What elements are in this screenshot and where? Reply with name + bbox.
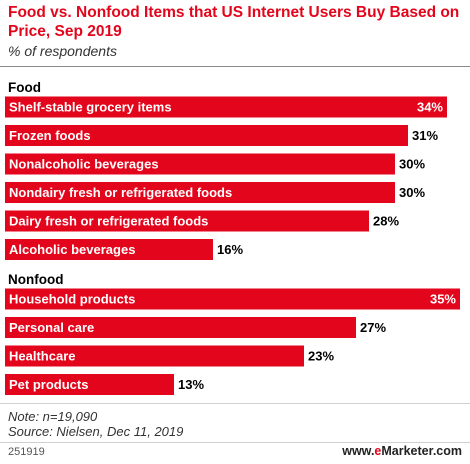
value-label-frozen-foods: 31% <box>412 128 438 143</box>
brand-accent: e <box>374 444 382 458</box>
value-label-household-products: 35% <box>430 292 456 307</box>
category-label-household-products: Household products <box>9 292 135 307</box>
group-label-food: Food <box>8 80 41 95</box>
bar-healthcare <box>5 345 304 367</box>
header-divider <box>0 66 470 67</box>
bar-nonalcoholic-beverages <box>5 153 395 175</box>
bar-pet-products <box>5 374 174 395</box>
value-label-pet-products: 13% <box>178 377 204 392</box>
bar-shelf-stable-grocery-items <box>5 96 447 118</box>
category-label-dairy-fresh-or-refrigerated-foods: Dairy fresh or refrigerated foods <box>9 214 208 229</box>
bar-chart: Shelf-stable grocery items 34% Frozen food… <box>5 96 460 395</box>
category-label-nonalcoholic-beverages: Nonalcoholic beverages <box>9 157 159 172</box>
chart-note: Note: n=19,090 <box>8 409 98 424</box>
value-label-personal-care: 27% <box>360 320 386 335</box>
chart-title: Food vs. Nonfood Items that US Internet … <box>8 4 460 40</box>
brand-name: Marketer <box>381 444 433 458</box>
footer-divider-bottom <box>0 442 470 443</box>
chart-subtitle: % of respondents <box>8 43 117 59</box>
category-label-shelf-stable-grocery-items: Shelf-stable grocery items <box>9 100 172 115</box>
footer-divider-top <box>0 403 470 404</box>
brand-prefix: www. <box>342 444 375 458</box>
chart-source: Source: Nielsen, Dec 11, 2019 <box>8 424 184 439</box>
category-label-frozen-foods: Frozen foods <box>9 128 91 143</box>
category-label-nondairy-fresh-or-refrigerated-foods: Nondairy fresh or refrigerated foods <box>9 185 232 200</box>
category-label-healthcare: Healthcare <box>9 349 75 364</box>
value-label-dairy-fresh-or-refrigerated-foods: 28% <box>373 214 399 229</box>
bar-frozen-foods <box>5 125 408 146</box>
bar-dairy-fresh-or-refrigerated-foods <box>5 210 369 232</box>
bar-alcoholic-beverages <box>5 239 213 260</box>
category-label-pet-products: Pet products <box>9 377 88 392</box>
bar-household-products <box>5 288 460 310</box>
value-label-nondairy-fresh-or-refrigerated-foods: 30% <box>399 185 425 200</box>
category-label-alcoholic-beverages: Alcoholic beverages <box>9 242 135 257</box>
value-label-shelf-stable-grocery-items: 34% <box>417 100 443 115</box>
bar-nondairy-fresh-or-refrigerated-foods <box>5 182 395 203</box>
brand-suffix: .com <box>432 444 462 458</box>
category-label-personal-care: Personal care <box>9 320 94 335</box>
bar-personal-care <box>5 317 356 338</box>
brand-logo: www.eMarketer.com <box>342 444 462 458</box>
group-label-nonfood: Nonfood <box>8 272 64 287</box>
value-label-nonalcoholic-beverages: 30% <box>399 157 425 172</box>
chart-id: 251919 <box>8 446 45 458</box>
value-label-healthcare: 23% <box>308 349 334 364</box>
value-label-alcoholic-beverages: 16% <box>217 242 243 257</box>
